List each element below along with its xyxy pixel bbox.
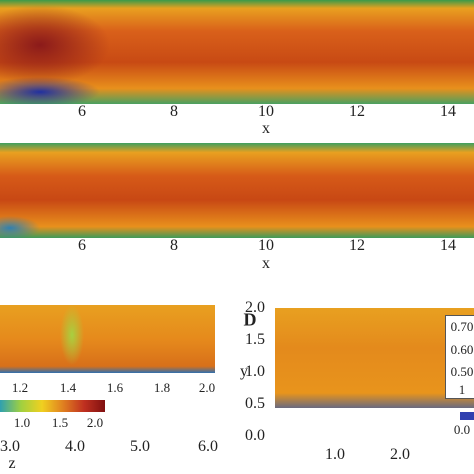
x-tick-label: 1.2 — [11, 380, 29, 395]
x-tick-label: 14 — [440, 237, 456, 254]
x-tick-label: 14 — [440, 103, 456, 120]
x-tick-label: 10 — [258, 103, 274, 120]
x-tick-label: 2.0 — [390, 446, 410, 463]
x-tick-label: 12 — [349, 103, 365, 120]
x-axis-label: z — [8, 455, 16, 472]
flow-field-c — [0, 305, 215, 373]
x-tick-label: 1.4 — [59, 380, 77, 395]
inset-box — [445, 315, 474, 399]
panel-label: D — [243, 309, 257, 330]
x-tick-label: 4.0 — [65, 438, 85, 455]
x-tick-label: 10 — [258, 237, 274, 254]
colorbar-label: 1.5 — [51, 415, 69, 430]
x-tick-label: 1.0 — [325, 446, 345, 463]
x-tick-label: 8 — [170, 103, 178, 120]
y-tick-label: 2.0 — [245, 299, 265, 316]
flow-field-a — [0, 0, 474, 104]
x-tick-label: 2.0 — [198, 380, 216, 395]
inset-label: 0.60 — [450, 342, 474, 357]
colorbar-c — [0, 400, 105, 412]
x-tick-label: 3.0 — [0, 438, 20, 455]
y-axis-label: y — [240, 363, 248, 380]
x-axis-label: x — [262, 120, 270, 137]
inset-label: 0.50 — [450, 364, 474, 379]
y-tick-label: 0.5 — [245, 395, 265, 412]
flow-field-b — [0, 143, 474, 238]
y-tick-label: 1.5 — [245, 331, 265, 348]
y-tick-label: 1.0 — [245, 363, 265, 380]
flow-field-d — [275, 308, 474, 408]
colorbar-d — [460, 412, 474, 420]
x-tick-label: 12 — [349, 237, 365, 254]
x-tick-label: 6 — [78, 103, 86, 120]
colorbar-label: 0.0 — [453, 422, 471, 437]
x-tick-label: 8 — [170, 237, 178, 254]
colorbar-label: 2.0 — [86, 415, 104, 430]
colorbar-label: 1.0 — [13, 415, 31, 430]
x-tick-label: 5.0 — [130, 438, 150, 455]
x-tick-label: 1.8 — [153, 380, 171, 395]
inset-label: 1 — [458, 382, 466, 397]
x-tick-label: 1.6 — [106, 380, 124, 395]
x-axis-label: x — [262, 255, 270, 272]
inset-label: 0.70 — [450, 319, 474, 334]
x-tick-label: 6 — [78, 237, 86, 254]
y-tick-label: 0.0 — [245, 427, 265, 444]
x-tick-label: 6.0 — [198, 438, 218, 455]
